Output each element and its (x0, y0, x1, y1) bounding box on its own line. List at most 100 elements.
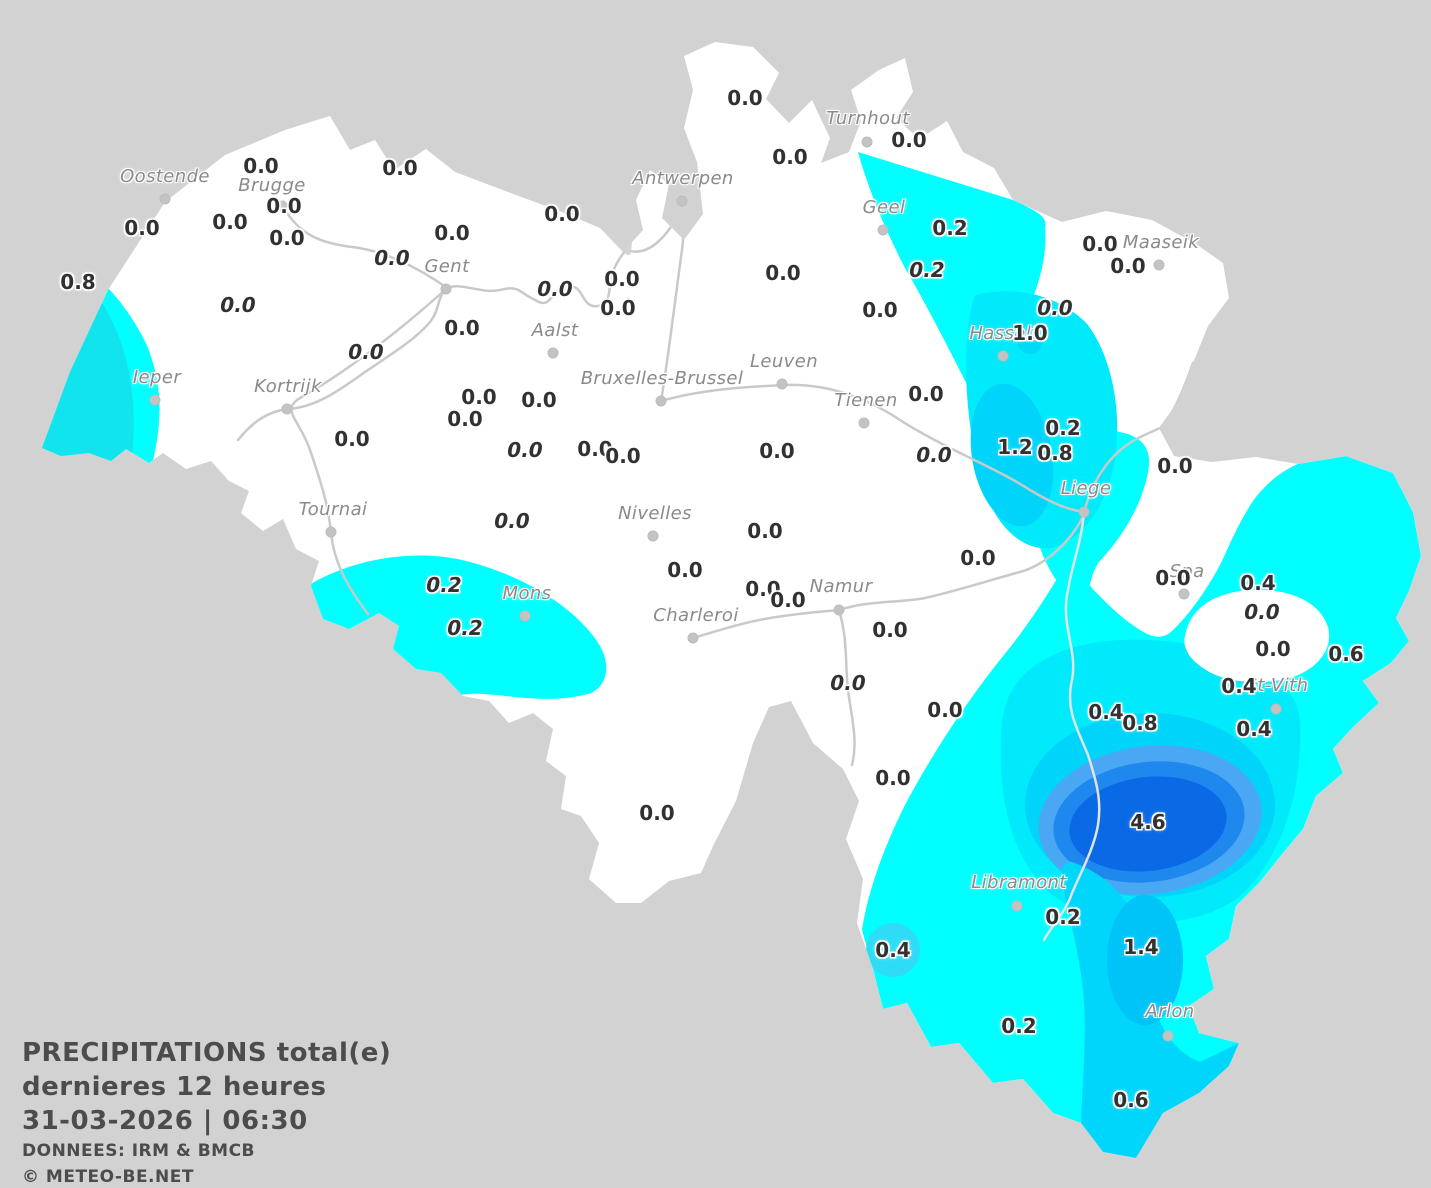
precipitation-value: 0.0 (266, 194, 302, 218)
city-dot-turnhout (861, 136, 873, 148)
city-dot-mons (519, 610, 531, 622)
precipitation-value: 0.0 (334, 427, 370, 451)
precipitation-value: 0.2 (909, 258, 945, 282)
precipitation-value: 0.0 (727, 86, 763, 110)
precipitation-value: 0.0 (434, 221, 470, 245)
city-label: Spa (1169, 561, 1205, 582)
city-label: Arlon (1145, 1001, 1195, 1022)
precipitation-value: 0.0 (908, 382, 944, 406)
city-label: Tienen (834, 390, 898, 411)
precipitation-value: 0.0 (243, 154, 279, 178)
city-label: Nivelles (618, 503, 692, 524)
precipitation-value: 0.8 (1037, 441, 1073, 465)
precipitation-value: 0.2 (426, 573, 462, 597)
precipitation-value: 0.0 (862, 298, 898, 322)
map-title: PRECIPITATIONS total(e) (22, 1038, 392, 1068)
precipitation-value: 0.0 (544, 202, 580, 226)
city-label: Hasselt (969, 323, 1039, 344)
precipitation-value: 0.8 (1122, 711, 1158, 735)
city-label: Liege (1060, 478, 1112, 499)
precipitation-value: 0.0 (447, 407, 483, 431)
city-dot-maaseik (1153, 259, 1165, 271)
precipitation-value: 0.2 (1045, 905, 1081, 929)
precipitation-value: 0.0 (872, 618, 908, 642)
precipitation-value: 0.4 (1236, 717, 1272, 741)
city-label: Geel (862, 197, 906, 218)
precipitation-value: 0.4 (1088, 700, 1124, 724)
precipitation-value: 0.0 (891, 128, 927, 152)
precipitation-value: 0.0 (212, 210, 248, 234)
city-dot-geel (877, 224, 889, 236)
precipitation-value: 0.0 (220, 293, 256, 317)
precipitation-value: 0.8 (60, 270, 96, 294)
city-dot-hasselt (997, 350, 1009, 362)
city-dot-tournai (325, 526, 337, 538)
precipitation-value: 0.0 (494, 509, 530, 533)
precipitation-value: 0.0 (927, 698, 963, 722)
precipitation-value: 0.0 (605, 444, 641, 468)
precipitation-value: 0.0 (382, 156, 418, 180)
precipitation-value: 0.0 (507, 438, 543, 462)
city-label: St-Vith (1245, 675, 1309, 696)
precipitation-value: 0.0 (1110, 254, 1146, 278)
precipitation-value: 0.0 (461, 385, 497, 409)
precipitation-value: 0.2 (1001, 1014, 1037, 1038)
map-subtitle: dernieres 12 heures (22, 1072, 327, 1102)
city-label: Antwerpen (632, 168, 734, 189)
precipitation-value: 0.0 (1157, 454, 1193, 478)
precipitation-value: 0.6 (1328, 642, 1364, 666)
precipitation-value: 0.0 (875, 766, 911, 790)
precipitation-value: 0.4 (1221, 674, 1257, 698)
precipitation-value: 0.0 (639, 801, 675, 825)
precipitation-value: 0.0 (1155, 566, 1191, 590)
precipitation-value: 0.2 (447, 616, 483, 640)
precipitation-value: 0.0 (765, 261, 801, 285)
city-dot-spa (1178, 588, 1190, 600)
precipitation-value: 0.0 (960, 546, 996, 570)
city-dot-bruxelles-brussel (655, 395, 667, 407)
city-label: Turnhout (826, 108, 910, 129)
city-label: Charleroi (653, 605, 739, 626)
city-label: Namur (809, 576, 873, 597)
city-dot-ieper (149, 394, 161, 406)
precipitation-value: 0.0 (1244, 600, 1280, 624)
title-block: PRECIPITATIONS total(e) dernieres 12 heu… (22, 1036, 391, 1188)
copyright: © METEO-BE.NET (22, 1167, 194, 1187)
precipitation-value: 0.2 (932, 216, 968, 240)
city-label: Tournai (298, 499, 368, 520)
precipitation-value: 4.6 (1130, 810, 1166, 834)
precipitation-value: 0.2 (1045, 416, 1081, 440)
precipitation-value: 0.0 (269, 226, 305, 250)
map-datetime: 31-03-2026 | 06:30 (22, 1106, 308, 1136)
precipitation-value: 0.0 (1082, 232, 1118, 256)
data-source: DONNEES: IRM & BMCB (22, 1141, 256, 1161)
precipitation-value: 0.0 (604, 267, 640, 291)
city-dot-arlon (1162, 1030, 1174, 1042)
precipitation-value: 0.0 (537, 277, 573, 301)
precipitation-value: 0.0 (600, 296, 636, 320)
precipitation-value: 0.6 (1113, 1088, 1149, 1112)
precipitation-value: 0.0 (759, 439, 795, 463)
precipitation-value: 0.0 (374, 246, 410, 270)
precipitation-value: 1.4 (1123, 935, 1159, 959)
precipitation-value: 0.0 (772, 145, 808, 169)
precipitation-value: 0.0 (348, 340, 384, 364)
city-label: Leuven (749, 351, 819, 372)
precipitation-value: 0.4 (875, 938, 911, 962)
city-label: Bruxelles-Brussel (580, 368, 744, 389)
precipitation-value: 0.0 (916, 443, 952, 467)
rain-area-ardennes (862, 456, 1421, 1158)
city-label: Aalst (531, 320, 579, 341)
precipitation-value: 1.0 (1012, 321, 1048, 345)
precipitation-value: 0.0 (770, 588, 806, 612)
precipitation-value: 0.4 (1240, 571, 1276, 595)
city-dot-antwerpen (676, 195, 688, 207)
city-dot-st-vith (1270, 703, 1282, 715)
precipitation-value: 0.0 (745, 577, 781, 601)
city-label: Maaseik (1122, 232, 1200, 253)
city-label: Gent (424, 256, 470, 277)
precipitation-value: 0.0 (667, 558, 703, 582)
precipitation-value: 0.0 (1255, 637, 1291, 661)
